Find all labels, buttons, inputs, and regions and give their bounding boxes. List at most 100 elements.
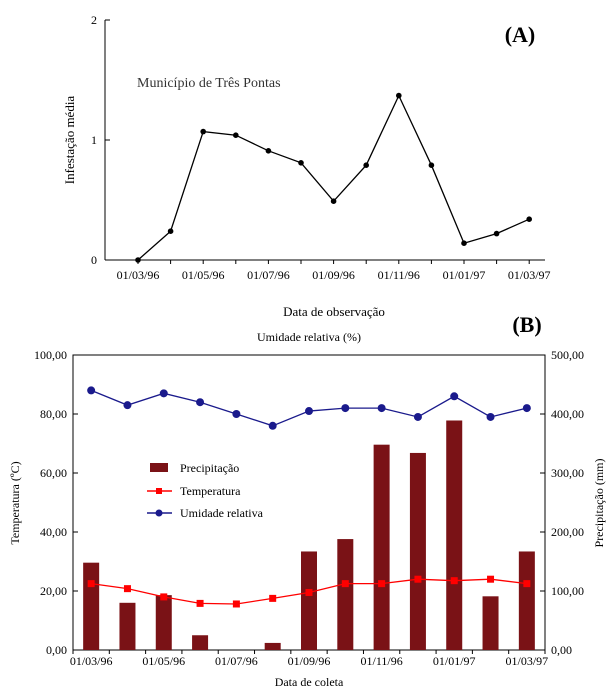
b-y-tick-label: 60,00 — [40, 466, 67, 480]
bar-precipitacao — [337, 539, 354, 650]
a-panel-label: (A) — [505, 22, 536, 47]
point-umidade — [486, 412, 495, 421]
a-data-point — [298, 160, 304, 166]
b-x-tick-label: 01/01/97 — [433, 654, 476, 668]
a-data-point — [461, 240, 467, 246]
b-y-axis-label: Temperatura (ºC) — [8, 461, 22, 544]
a-x-tick-label: 01/07/96 — [247, 268, 290, 282]
b-x-tick-label: 01/07/96 — [215, 654, 258, 668]
bar-precipitacao — [446, 420, 463, 650]
point-temperatura — [450, 577, 458, 585]
a-data-point — [363, 162, 370, 168]
b-panel-label: (B) — [512, 312, 541, 337]
point-temperatura — [414, 575, 422, 583]
bar-precipitacao — [409, 452, 426, 650]
point-temperatura — [123, 585, 131, 593]
a-annotation: Município de Três Pontas — [137, 76, 281, 91]
point-temperatura — [523, 580, 531, 588]
point-umidade — [123, 401, 132, 410]
bar-precipitacao — [482, 596, 499, 650]
point-umidade — [196, 398, 205, 407]
legend-marker-umidade — [155, 509, 163, 517]
point-temperatura — [160, 593, 168, 601]
b-y2-tick-label: 300,00 — [551, 466, 584, 480]
panel-b: 0,00 20,00 40,00 60,00 80,00 100,00 0,00 100,0… — [8, 312, 606, 689]
bar-precipitacao — [301, 551, 317, 650]
legend-marker-temperatura — [156, 488, 162, 494]
point-temperatura — [487, 575, 495, 583]
b-x-tick-label: 01/05/96 — [142, 654, 185, 668]
b-y2-tick-label: 400,00 — [551, 407, 584, 421]
a-data-point — [526, 216, 532, 222]
a-x-tick-label: 01/01/97 — [443, 268, 486, 282]
legend-label-umidade: Umidade relativa — [180, 506, 264, 520]
a-x-tick-label: 01/05/96 — [182, 268, 225, 282]
bar-precipitacao — [264, 642, 281, 650]
b-y-tick-label: 40,00 — [40, 525, 67, 539]
b-x-tick-label: 01/03/96 — [70, 654, 113, 668]
bar-precipitacao — [518, 551, 535, 650]
bar-precipitacao — [155, 595, 172, 650]
legend-label-temperatura: Temperatura — [180, 484, 241, 498]
b-y-tick-label: 0,00 — [46, 643, 67, 657]
point-umidade — [268, 421, 277, 430]
a-x-tick-label: 01/03/96 — [117, 268, 160, 282]
a-x-tick-label: 01/03/97 — [508, 268, 551, 282]
b-x-tick-label: 01/11/96 — [360, 654, 402, 668]
b-y-tick-label: 100,00 — [34, 348, 67, 362]
a-data-point — [428, 162, 435, 168]
b-title: Umidade relativa (%) — [257, 330, 361, 344]
point-temperatura — [305, 588, 313, 596]
b-y2-axis-label: Precipitação (mm) — [592, 459, 606, 548]
bar-precipitacao — [192, 635, 209, 650]
a-data-point — [167, 228, 174, 234]
b-y2-tick-label: 0,00 — [551, 643, 572, 657]
point-umidade — [87, 386, 96, 395]
point-temperatura — [341, 580, 349, 588]
b-x-axis-label: Data de coleta — [275, 675, 344, 689]
point-umidade — [341, 404, 350, 413]
a-y-tick-label: 2 — [91, 13, 97, 27]
point-umidade — [159, 389, 168, 398]
legend-label-precipitacao: Precipitação — [180, 461, 239, 475]
a-y-tick-label: 1 — [91, 133, 97, 147]
point-temperatura — [196, 599, 204, 607]
b-legend: Precipitação Temperatura Umidade relativ… — [147, 461, 264, 520]
a-y-axis-label: Infestação média — [62, 96, 77, 185]
a-data-point — [135, 257, 141, 263]
a-x-axis-label: Data de observação — [283, 304, 385, 319]
a-data-point — [330, 198, 337, 204]
point-temperatura — [378, 580, 386, 588]
point-temperatura — [232, 600, 240, 608]
a-data-point — [493, 230, 500, 237]
point-umidade — [232, 410, 241, 418]
b-y2-tick-label: 500,00 — [551, 348, 584, 362]
a-x-tick-label: 01/11/96 — [378, 268, 420, 282]
a-x-tick-label: 01/09/96 — [312, 268, 355, 282]
bar-precipitacao — [119, 602, 136, 650]
a-series-line — [137, 94, 530, 261]
point-umidade — [450, 392, 459, 401]
b-y2-tick-label: 200,00 — [551, 525, 584, 539]
b-x-tick-label: 01/09/96 — [288, 654, 331, 668]
point-temperatura — [269, 594, 277, 602]
bar-precipitacao — [83, 562, 100, 650]
a-y-tick-label: 0 — [91, 253, 97, 267]
point-umidade — [413, 412, 422, 421]
bar-precipitacao — [373, 444, 390, 650]
b-y-tick-label: 80,00 — [40, 407, 67, 421]
point-temperatura — [87, 580, 95, 588]
b-x-tick-label: 01/03/97 — [506, 654, 549, 668]
a-data-point — [396, 92, 402, 99]
panel-a: 0 1 2 01/03/96 01/05/96 01/07/96 01/09/96 01/1… — [62, 13, 551, 319]
a-data-point — [265, 148, 272, 154]
legend-swatch-precipitacao — [150, 463, 168, 472]
point-umidade — [377, 404, 386, 413]
a-data-point — [200, 128, 206, 135]
b-y-tick-label: 20,00 — [40, 584, 67, 598]
point-umidade — [522, 404, 531, 413]
b-y2-tick-label: 100,00 — [551, 584, 584, 598]
point-umidade — [305, 407, 313, 416]
